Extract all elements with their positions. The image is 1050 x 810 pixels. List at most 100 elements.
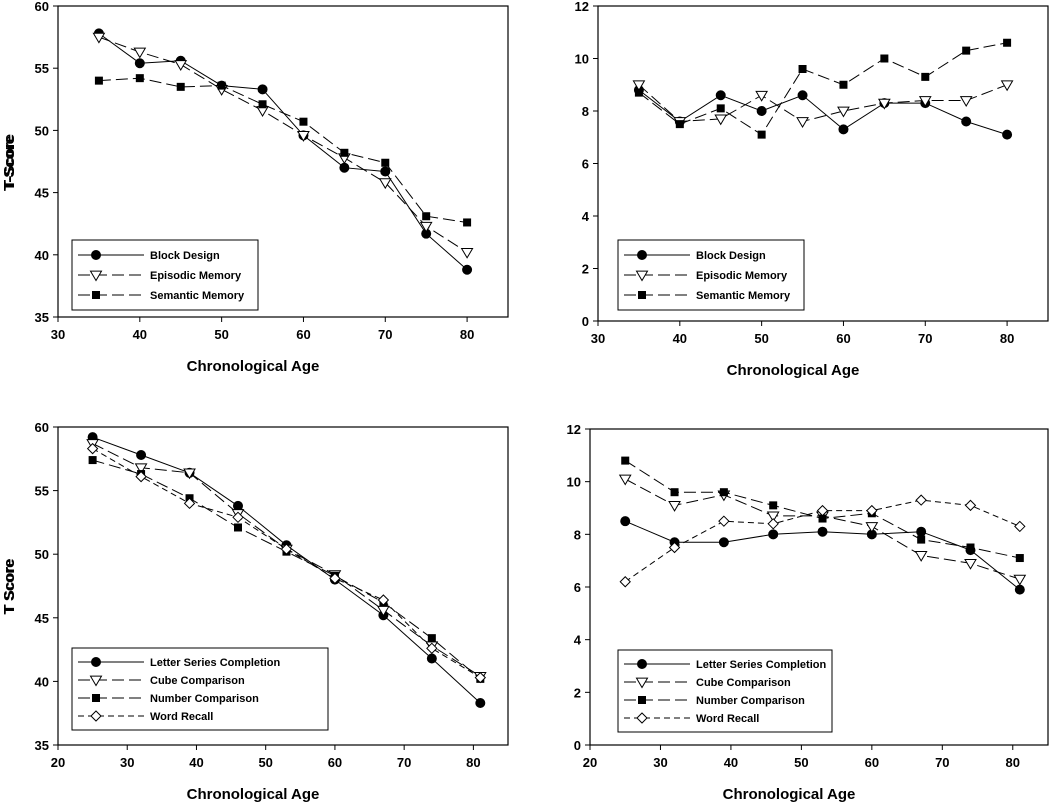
data-point <box>796 117 809 128</box>
plot-frame <box>57 426 509 746</box>
data-point <box>767 518 779 530</box>
y-tick-label: 0 <box>574 738 581 753</box>
x-tick-label: 70 <box>397 755 411 770</box>
x-tick-label: 60 <box>865 755 879 770</box>
legend-marker <box>89 270 103 282</box>
data-point <box>297 131 310 142</box>
data-point <box>463 218 472 227</box>
x-tick-label: 20 <box>583 755 597 770</box>
data-point <box>280 543 293 555</box>
x-tick-label: 30 <box>120 755 134 770</box>
data-point <box>462 264 473 275</box>
data-point <box>959 96 973 107</box>
data-point <box>962 46 971 55</box>
data-point <box>917 535 926 544</box>
legend-label: Cube Comparison <box>150 675 245 687</box>
y-tick-label: 6 <box>582 157 589 172</box>
data-point <box>136 449 147 460</box>
legend-marker <box>637 659 647 669</box>
series-1 <box>93 28 473 275</box>
series-line <box>92 459 481 680</box>
x-axis-title: Chronological Age <box>187 786 320 803</box>
data-point <box>756 106 767 116</box>
data-point <box>715 90 726 101</box>
legend-marker <box>637 250 647 260</box>
series-4 <box>619 494 1026 588</box>
data-point <box>838 124 849 135</box>
y-tick-label: 55 <box>35 61 49 76</box>
data-point <box>299 117 308 126</box>
series-2 <box>632 80 1014 128</box>
data-point <box>837 106 850 118</box>
series-line <box>638 42 1008 136</box>
series-line <box>638 89 1008 136</box>
data-point <box>866 504 878 517</box>
legend-marker <box>638 696 646 704</box>
data-point <box>234 523 242 532</box>
x-tick-label: 20 <box>51 755 65 770</box>
data-point <box>921 72 930 81</box>
data-point <box>183 497 196 510</box>
data-point <box>964 558 977 570</box>
x-axis-title: Chronological Age <box>727 362 860 379</box>
y-axis-title: T-Score <box>1 136 18 191</box>
data-point <box>1002 129 1013 140</box>
data-point <box>964 499 977 512</box>
data-point <box>668 541 681 554</box>
y-tick-label: 12 <box>575 0 589 14</box>
data-point <box>474 671 487 684</box>
data-point <box>718 537 729 548</box>
y-tick-label: 35 <box>35 738 49 753</box>
data-point <box>675 120 684 129</box>
data-point <box>668 501 681 512</box>
chart-panel-3: 20 30 40 50 60 70 80 35 40 45 50 55 60 Chronological … <box>1 420 509 803</box>
y-tick-label: 45 <box>35 186 49 201</box>
legend-label: Letter Series Completion <box>696 659 826 671</box>
legend-marker <box>89 675 103 687</box>
data-point <box>769 501 778 510</box>
data-point <box>632 80 646 92</box>
series-3 <box>94 74 472 227</box>
y-tick-label: 4 <box>574 633 582 648</box>
y-tick-label: 40 <box>35 674 49 689</box>
data-point <box>378 178 392 190</box>
y-tick-label: 35 <box>35 310 49 325</box>
data-point <box>914 551 928 562</box>
data-point <box>670 488 679 497</box>
data-point <box>1013 574 1027 586</box>
series-1 <box>633 85 1013 140</box>
y-tick-label: 60 <box>35 420 49 435</box>
data-point <box>915 494 927 506</box>
data-point <box>619 576 631 588</box>
x-tick-label: 70 <box>378 327 392 342</box>
legend-label: Episodic Memory <box>696 270 788 282</box>
x-tick-label: 70 <box>935 755 949 770</box>
data-point <box>1014 584 1025 595</box>
y-tick-label: 10 <box>575 52 589 67</box>
data-point <box>961 116 972 127</box>
series-4 <box>86 442 487 684</box>
data-point <box>719 488 728 497</box>
y-tick-label: 60 <box>35 0 49 14</box>
data-point <box>865 522 879 533</box>
data-point <box>183 468 196 480</box>
legend-label: Cube Comparison <box>696 677 791 689</box>
y-tick-label: 40 <box>35 248 49 263</box>
data-point <box>918 96 932 107</box>
y-tick-label: 12 <box>567 422 581 437</box>
data-point <box>714 114 728 126</box>
y-tick-label: 8 <box>582 104 589 119</box>
data-point <box>135 74 144 83</box>
data-point <box>768 529 779 540</box>
data-point <box>621 456 630 465</box>
data-point <box>880 54 889 63</box>
y-tick-label: 4 <box>582 209 590 224</box>
data-point <box>176 82 185 91</box>
legend-label: Semantic Memory <box>696 290 791 302</box>
series-line <box>98 36 468 253</box>
data-point <box>88 456 97 465</box>
data-point <box>1015 554 1024 563</box>
data-point <box>257 84 268 95</box>
data-point <box>475 698 486 709</box>
